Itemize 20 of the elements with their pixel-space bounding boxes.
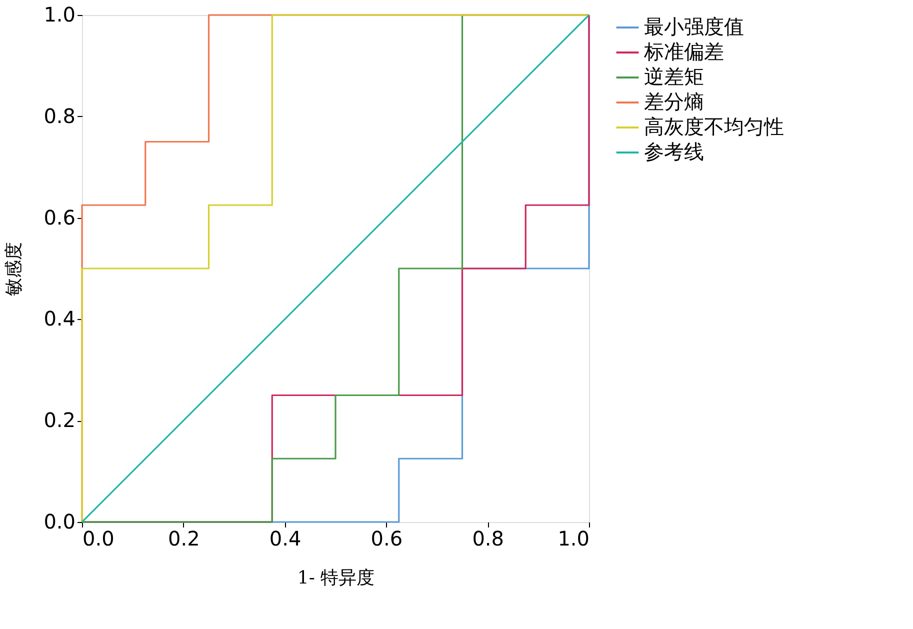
x-tick-label: 0.4 xyxy=(269,526,302,550)
y-tick-label: 1.0 xyxy=(44,2,76,26)
y-tick-label: 0.2 xyxy=(44,408,76,432)
legend-label: 标准偏差 xyxy=(643,40,724,64)
legend-label: 高灰度不均匀性 xyxy=(644,114,784,138)
legend-label: 逆差矩 xyxy=(644,64,704,88)
y-tick-label: 0.4 xyxy=(44,306,76,331)
y-tick-label: 0.6 xyxy=(44,205,76,230)
x-tick-label: 0.8 xyxy=(472,526,504,550)
x-tick-label: 1.0 xyxy=(558,526,590,550)
x-axis-title: 1- 特异度 xyxy=(297,568,375,588)
legend-label: 参考线 xyxy=(644,140,704,164)
x-tick-label: 0.0 xyxy=(82,526,114,550)
legend-label: 差分熵 xyxy=(644,90,704,114)
y-tick-label: 0.8 xyxy=(44,104,76,128)
y-axis-title: 敏感度 xyxy=(4,242,25,296)
x-tick-label: 0.2 xyxy=(168,526,200,550)
legend-label: 最小强度值 xyxy=(644,14,744,38)
x-tick-label: 0.6 xyxy=(370,526,403,550)
y-tick-label: 0.0 xyxy=(44,510,76,534)
